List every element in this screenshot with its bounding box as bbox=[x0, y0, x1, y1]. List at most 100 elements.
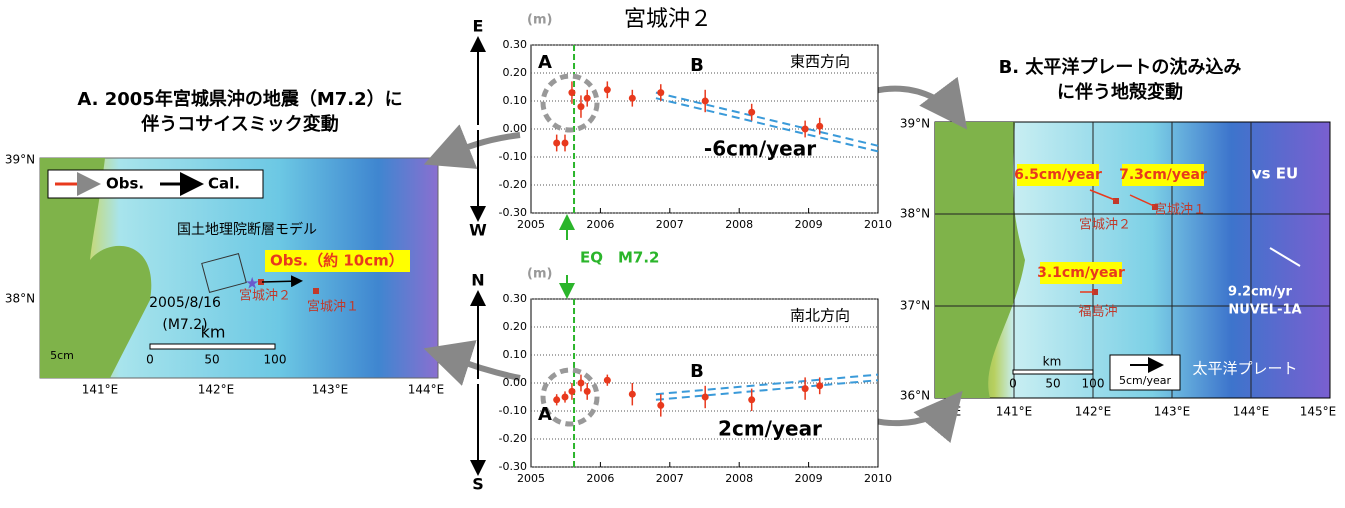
scale-tick: 0 bbox=[1009, 377, 1017, 391]
component-label: 東西方向 bbox=[790, 53, 850, 71]
station-label: 宮城沖１ bbox=[1154, 202, 1206, 218]
point bbox=[657, 89, 665, 97]
point bbox=[577, 103, 585, 111]
station bbox=[1113, 198, 1119, 204]
x-tick-label: 2008 bbox=[725, 472, 753, 485]
y-tick-label: 0.00 bbox=[503, 376, 528, 389]
y-tick-label: 0.00 bbox=[503, 122, 528, 135]
point bbox=[568, 387, 576, 395]
station bbox=[1092, 289, 1098, 295]
direction-label: N bbox=[471, 271, 484, 290]
direction-label: W bbox=[469, 221, 487, 240]
point bbox=[701, 97, 709, 105]
rate-bg bbox=[1040, 262, 1122, 284]
y-axis-unit: (m) bbox=[527, 267, 552, 282]
scale-tick: 100 bbox=[264, 353, 287, 367]
component-label: 南北方向 bbox=[790, 307, 850, 325]
lat-label: 36°N bbox=[900, 389, 930, 403]
lon-label: 142°E bbox=[198, 383, 235, 397]
station bbox=[258, 279, 264, 285]
point bbox=[701, 393, 709, 401]
station-label: 宮城沖２ bbox=[1079, 217, 1131, 233]
panel-b: B. 太平洋プレートの沈み込み に伴う地殻変動 vs EU 6.5cm/year… bbox=[900, 56, 1336, 419]
y-tick-label: 0.10 bbox=[503, 348, 528, 361]
lon-label: 144°E bbox=[408, 383, 445, 397]
fault bbox=[201, 252, 247, 294]
scale-arrow-label: 5cm bbox=[50, 349, 74, 362]
x-tick-label: 2006 bbox=[586, 472, 614, 485]
point bbox=[577, 379, 585, 387]
region-label: B bbox=[690, 361, 704, 382]
y-tick-label: -0.20 bbox=[499, 432, 527, 445]
point bbox=[748, 108, 756, 116]
quake-date: 2005/8/16 bbox=[149, 295, 221, 311]
point bbox=[657, 401, 665, 409]
lat-label: 37°N bbox=[900, 299, 930, 313]
eq-label: EQ M7.2 bbox=[580, 249, 660, 267]
lat-label: 38°N bbox=[5, 292, 35, 306]
frame-label: vs EU bbox=[1252, 165, 1298, 183]
point bbox=[583, 94, 591, 102]
lon-label: 141°E bbox=[996, 405, 1033, 419]
scale-tick: 50 bbox=[204, 353, 219, 367]
y-tick-label: -0.20 bbox=[499, 178, 527, 191]
x-tick-label: 2009 bbox=[795, 218, 823, 231]
panel-b-title: に伴う地殻変動 bbox=[1057, 81, 1183, 103]
panel-a-title: A. 2005年宮城県沖の地震（M7.2）に bbox=[77, 88, 402, 110]
panel-b-title: B. 太平洋プレートの沈み込み bbox=[999, 56, 1242, 78]
rate-label: 7.3cm/year bbox=[1119, 167, 1207, 183]
point bbox=[561, 393, 569, 401]
plate-rate: 9.2cm/yr bbox=[1228, 285, 1293, 300]
region-circle bbox=[540, 367, 600, 427]
land bbox=[935, 122, 1025, 398]
trend-line bbox=[655, 373, 879, 396]
point bbox=[603, 86, 611, 94]
scale-arrow-label: 5cm/year bbox=[1119, 374, 1171, 387]
station-label: 宮城沖１ bbox=[307, 299, 359, 315]
point bbox=[583, 387, 591, 395]
lon-label: 143°E bbox=[312, 383, 349, 397]
scale-bar bbox=[1012, 369, 1094, 375]
rate-label: 2cm/year bbox=[718, 417, 822, 441]
region-label: A bbox=[538, 404, 552, 425]
y-tick-label: -0.10 bbox=[499, 150, 527, 163]
lon-label: 143°E bbox=[1154, 405, 1191, 419]
lon-label: 141°E bbox=[82, 383, 119, 397]
legend-label: Cal. bbox=[208, 175, 240, 193]
y-tick-label: 0.30 bbox=[503, 292, 528, 305]
arrow bbox=[1129, 194, 1155, 207]
region-label: B bbox=[690, 55, 704, 76]
lon-label: 145°E bbox=[1300, 405, 1337, 419]
panel-a: A. 2005年宮城県沖の地震（M7.2）に 伴うコサイスミック変動 Obs. … bbox=[5, 88, 444, 397]
point bbox=[748, 396, 756, 404]
lon-label: 142°E bbox=[1075, 405, 1112, 419]
scale-tick: 100 bbox=[1082, 377, 1105, 391]
direction-label: E bbox=[473, 17, 484, 36]
scale-tick: 50 bbox=[1045, 377, 1060, 391]
point bbox=[816, 382, 824, 390]
x-tick-label: 2006 bbox=[586, 218, 614, 231]
region-circle bbox=[540, 73, 600, 133]
rate-label: 3.1cm/year bbox=[1037, 265, 1125, 281]
direction-label: S bbox=[472, 475, 484, 494]
arrow bbox=[1089, 189, 1116, 201]
point bbox=[628, 390, 636, 398]
y-tick-label: 0.20 bbox=[503, 320, 528, 333]
plate-model: NUVEL-1A bbox=[1228, 303, 1301, 318]
y-tick-label: -0.10 bbox=[499, 404, 527, 417]
station-label: 福島沖 bbox=[1078, 305, 1117, 320]
scale-tick: 0 bbox=[146, 353, 154, 367]
point bbox=[553, 396, 561, 404]
x-tick-label: 2010 bbox=[864, 472, 892, 485]
x-tick-label: 2007 bbox=[656, 218, 684, 231]
point bbox=[801, 385, 809, 393]
plate-arrow bbox=[1269, 247, 1301, 267]
scale-unit: km bbox=[1043, 355, 1062, 369]
x-tick-label: 2008 bbox=[725, 218, 753, 231]
station-label: 宮城沖２ bbox=[239, 288, 291, 304]
point bbox=[801, 125, 809, 133]
y-tick-label: 0.10 bbox=[503, 94, 528, 107]
rate-label: -6cm/year bbox=[704, 137, 816, 161]
rate-label: 6.5cm/year bbox=[1014, 167, 1102, 183]
